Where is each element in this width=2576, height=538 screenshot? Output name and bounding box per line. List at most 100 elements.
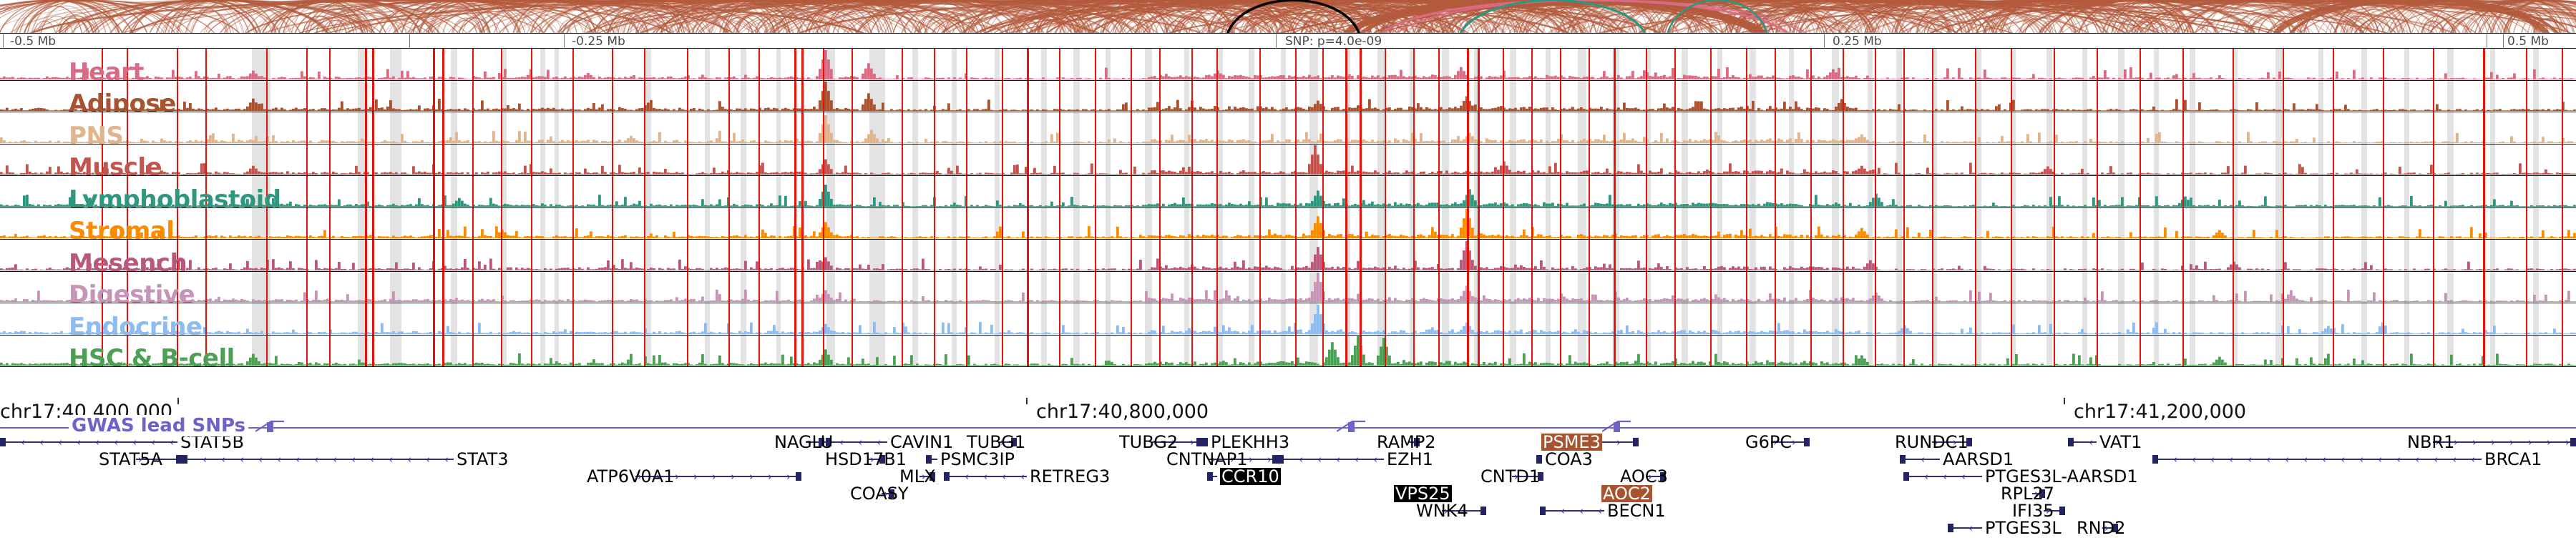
regulatory-element-shade: [2154, 112, 2159, 144]
regulatory-element-shade: [1410, 303, 1415, 335]
gene-model-brca1[interactable]: ‹‹‹‹‹‹‹‹‹‹‹‹‹‹‹‹‹‹BRCA1: [2152, 451, 2542, 468]
gene-label[interactable]: RAMP2: [1377, 432, 1436, 452]
gene-model-mlx[interactable]: › MLX: [899, 468, 936, 485]
gene-label[interactable]: PSME3: [1541, 432, 1602, 452]
gene-label[interactable]: RUNDC1: [1895, 432, 1968, 452]
gwas-snp-connector: [1601, 419, 1631, 435]
gene-model-retreg3[interactable]: ‹‹‹‹‹RETREG3: [944, 468, 1110, 485]
gene-model-cntd1[interactable]: › › CNTD1: [1480, 468, 1543, 485]
gene-label[interactable]: PTGES3L-AARSD1: [1985, 466, 2138, 486]
gwas-lead-snps-track[interactable]: GWAS lead SNPs: [0, 415, 2576, 436]
gwas-lead-snp-marker[interactable]: [1348, 422, 1355, 432]
gene-model-ptges3l[interactable]: ‹‹PTGES3L: [1948, 519, 2062, 537]
gene-model-rpl27[interactable]: › RPL27: [2001, 485, 2054, 502]
signal-track-pns[interactable]: PNS: [0, 112, 2576, 145]
gene-model-psmc3ip[interactable]: ‹PSMC3IP: [926, 451, 1015, 468]
signal-track-hsc-b-cell[interactable]: HSC & B-cell: [0, 335, 2576, 367]
gwas-lead-snp-marker[interactable]: [267, 422, 273, 432]
gene-label[interactable]: STAT5B: [180, 432, 244, 452]
gene-model-becn1[interactable]: ‹‹‹‹BECN1: [1540, 502, 1666, 519]
gene-model-tubg2[interactable]: › › › TUBG2: [1119, 434, 1202, 451]
gene-label[interactable]: RPL27: [2001, 484, 2055, 504]
gene-label[interactable]: CCR10: [1220, 466, 1281, 486]
gene-model-stat5b[interactable]: ‹‹‹‹‹‹‹‹‹‹STAT5B: [0, 434, 244, 451]
regulatory-element-shade: [1646, 240, 1651, 271]
gene-model-stat3[interactable]: ‹‹‹‹‹‹‹‹‹‹‹‹‹‹‹STAT3: [182, 451, 509, 468]
gene-label[interactable]: WNK4: [1416, 501, 1468, 521]
gene-label[interactable]: EZH1: [1387, 449, 1433, 469]
gwas-lead-snp-marker[interactable]: [1614, 422, 1620, 432]
gene-model-g6pc[interactable]: › › G6PC: [1745, 434, 1810, 451]
variant-marker-line: [1975, 335, 1976, 366]
gene-label[interactable]: CAVIN1: [890, 432, 954, 452]
signal-track-heart[interactable]: Heart: [0, 49, 2576, 81]
gene-model-ptges3l-aarsd1[interactable]: ‹‹‹‹PTGES3L-AARSD1: [1903, 468, 2138, 485]
gene-label[interactable]: RETREG3: [1030, 466, 1111, 486]
strand-arrow: ‹: [2415, 453, 2419, 466]
gene-label[interactable]: BECN1: [1607, 501, 1666, 521]
gene-model-tubg1[interactable]: › TUBG1: [967, 434, 1025, 451]
gene-label[interactable]: RND2: [2077, 518, 2126, 538]
regulatory-element-shade: [2275, 240, 2282, 271]
gene-label[interactable]: CNTNAP1: [1166, 449, 1248, 469]
gene-model-coa3[interactable]: ›COA3: [1536, 451, 1593, 468]
signal-track-muscle[interactable]: Muscle: [0, 144, 2576, 176]
gene-model-plekhh3[interactable]: ›PLEKHH3: [1202, 434, 1289, 451]
gene-label[interactable]: AOC2: [1601, 484, 1652, 504]
gene-model-ezh1[interactable]: ‹‹‹‹‹‹EZH1: [1278, 451, 1433, 468]
gene-model-stat5a[interactable]: ›››STAT5A: [99, 451, 182, 468]
gene-label[interactable]: CNTD1: [1480, 466, 1541, 486]
signal-track-lymphoblastoid[interactable]: Lymphoblastoid: [0, 176, 2576, 208]
gene-label[interactable]: VAT1: [2099, 432, 2142, 452]
gene-model-cntnap1[interactable]: › › › › CNTNAP1: [1166, 451, 1278, 468]
gene-model-ifi35[interactable]: › IFI35: [2012, 502, 2065, 519]
gene-label[interactable]: HSD17B1: [825, 449, 907, 469]
gene-label[interactable]: VPS25: [1394, 484, 1452, 504]
variant-marker-line: [1438, 49, 1440, 80]
gene-model-naglu[interactable]: ››NAGLU: [774, 434, 833, 451]
strand-arrow: ‹: [95, 436, 99, 449]
gene-model-ccr10[interactable]: ‹CCR10: [1207, 468, 1281, 485]
signal-track-mesench[interactable]: Mesench: [0, 240, 2576, 272]
gene-label[interactable]: MLX: [899, 466, 936, 486]
gene-label[interactable]: AOC3: [1620, 466, 1668, 486]
gene-model-aarsd1[interactable]: ‹‹AARSD1: [1900, 451, 2014, 468]
gene-label[interactable]: COASY: [850, 484, 909, 504]
signal-track-digestive[interactable]: Digestive: [0, 271, 2576, 303]
gene-label[interactable]: IFI35: [2012, 501, 2054, 521]
gene-model-psme3[interactable]: ››››PSME3: [1541, 434, 1639, 451]
gene-label[interactable]: AARSD1: [1943, 449, 2014, 469]
gene-label[interactable]: PLEKHH3: [1211, 432, 1290, 452]
gene-model-vps25[interactable]: ›VPS25: [1394, 485, 1452, 502]
gene-model-nbr1[interactable]: › › › › › › › › NBR1: [2407, 434, 2576, 451]
gene-label[interactable]: ATP6V0A1: [587, 466, 675, 486]
signal-track-stromal[interactable]: Stromal: [0, 207, 2576, 240]
gene-model-atp6v0a1[interactable]: › › › › › › › › › ATP6V0A1: [587, 468, 801, 485]
gene-model-hsd17b1[interactable]: › HSD17B1: [825, 451, 907, 468]
gene-model-rnd2[interactable]: › RND2: [2077, 519, 2125, 537]
gene-label[interactable]: STAT5A: [99, 449, 162, 469]
gene-model-rundc1[interactable]: › › RUNDC1: [1895, 434, 1972, 451]
signal-track-adipose[interactable]: Adipose: [0, 80, 2576, 112]
gene-model-coasy[interactable]: › COASY: [850, 485, 909, 502]
gene-model-ramp2[interactable]: › RAMP2: [1377, 434, 1436, 451]
gene-label[interactable]: NAGLU: [774, 432, 834, 452]
signal-track-endocrine[interactable]: Endocrine: [0, 303, 2576, 336]
gene-label[interactable]: TUBG2: [1119, 432, 1179, 452]
gene-label[interactable]: BRCA1: [2484, 449, 2542, 469]
regulatory-element-shade: [1932, 335, 1937, 366]
gene-model-vat1[interactable]: ‹‹VAT1: [2068, 434, 2142, 451]
regulatory-element-shade: [2233, 303, 2238, 335]
gene-label[interactable]: PSMC3IP: [940, 449, 1015, 469]
gene-model-aoc2[interactable]: ›AOC2: [1601, 485, 1652, 502]
gene-model-wnk4[interactable]: ›››WNK4: [1416, 502, 1486, 519]
regulatory-element-shade: [451, 49, 457, 80]
gene-model-aoc3[interactable]: › AOC3: [1620, 468, 1668, 485]
gene-label[interactable]: NBR1: [2407, 432, 2455, 452]
gene-label[interactable]: PTGES3L: [1985, 518, 2062, 538]
gwas-snp-connector: [1336, 419, 1365, 435]
gene-label[interactable]: STAT3: [457, 449, 509, 469]
gene-label[interactable]: TUBG1: [967, 432, 1026, 452]
gene-label[interactable]: COA3: [1545, 449, 1593, 469]
gene-label[interactable]: G6PC: [1745, 432, 1792, 452]
